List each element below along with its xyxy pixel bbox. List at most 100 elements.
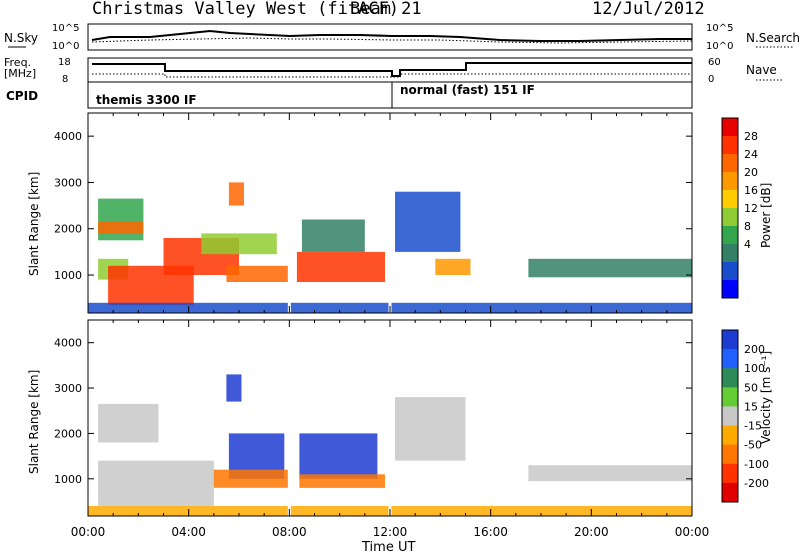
colorbar-tick-label: 16 [744, 184, 758, 197]
velocity-colorbar: 200 100 50 15 -15 -50 -100 -200 [721, 329, 769, 503]
colorbar-swatch [722, 118, 738, 137]
velocity-echo-region [395, 397, 466, 461]
x-tick-label: 08:00 [272, 525, 307, 539]
power-echo-region [228, 182, 244, 206]
colorbar-tick-label: 20 [744, 166, 758, 179]
colorbar-swatch [722, 387, 738, 407]
power-echo-region [98, 198, 144, 241]
date-label: 12/Jul/2012 [592, 0, 705, 19]
power-echo-region [98, 221, 144, 234]
x-tick-label: 12:00 [373, 525, 408, 539]
nsearch-label: N.Search [746, 31, 800, 45]
y-tick-label: 4000 [54, 130, 82, 143]
x-tick-label: 16:00 [473, 525, 508, 539]
colorbar-tick-label: 24 [744, 148, 758, 161]
colorbar-swatch [722, 482, 738, 503]
colorbar-tick-label: -15 [744, 420, 762, 433]
power-echo-region [301, 219, 365, 252]
nsky-line [91, 29, 692, 42]
colorbar-swatch [722, 154, 738, 173]
power-echo-region [528, 258, 692, 278]
power-echo-region [201, 233, 277, 255]
colorbar-tick-label: 8 [744, 220, 751, 233]
colorbar-swatch [722, 226, 738, 245]
noise-tick-high: 10^5 [52, 23, 79, 34]
colorbar-tick-label: 100 [744, 362, 765, 375]
xlabel: Time UT [361, 540, 415, 554]
noise-tick-high-right: 10^5 [706, 23, 733, 34]
colorbar-swatch [722, 262, 738, 281]
freq-unit-label: [MHz] [4, 67, 36, 80]
nave-label: Nave [746, 63, 777, 77]
colorbar-swatch [722, 172, 738, 191]
beam-label: Beam 21 [350, 0, 422, 19]
colorbar-swatch [722, 444, 738, 465]
x-tick-label: 04:00 [171, 525, 206, 539]
y-tick-label: 3000 [54, 176, 82, 189]
cpid-panel: CPID themis 3300 IF normal (fast) 151 IF [6, 81, 693, 109]
y-tick-label: 4000 [54, 337, 82, 350]
colorbar-swatch [722, 136, 738, 155]
colorbar-swatch [722, 406, 738, 427]
power-colorbar-label: Power [dB] [759, 183, 773, 248]
colorbar-tick-label: 28 [744, 130, 758, 143]
velocity-echo-region [213, 469, 290, 488]
freq-panel: Freq. [MHz] 18 8 60 0 Nave [4, 56, 784, 85]
station-title: Christmas Valley West (fitACF) [92, 0, 399, 19]
colorbar-swatch [722, 463, 738, 484]
cpid-name-1: themis 3300 IF [96, 93, 197, 107]
colorbar-swatch [722, 425, 738, 446]
nave-tick-high: 60 [708, 57, 721, 68]
velocity-echo-region [299, 474, 385, 488]
colorbar-frame [721, 117, 739, 299]
colorbar-swatch [722, 208, 738, 227]
freq-tick-high: 18 [58, 57, 71, 68]
colorbar-tick-label: 50 [744, 381, 758, 394]
y-tick-label: 2000 [54, 223, 82, 236]
freq-tick-low: 8 [62, 74, 68, 85]
colorbar-swatch [722, 330, 738, 350]
colorbar-tick-label: 15 [744, 400, 758, 413]
colorbar-tick-label: -50 [744, 439, 762, 452]
colorbar-swatch [722, 244, 738, 263]
noise-tick-low-right: 10^0 [706, 41, 733, 52]
colorbar-tick-label: 4 [744, 238, 751, 251]
y-tick-label: 1000 [54, 269, 82, 282]
colorbar-frame [721, 329, 739, 503]
velocity-echo-region [299, 433, 378, 479]
power-echo-region [435, 258, 471, 275]
velocity-echo-region [528, 465, 692, 482]
noise-panel: N.Sky 10^5 10^0 10^5 10^0 N.Search [4, 23, 800, 52]
power-panel: 1000 2000 3000 4000 [54, 112, 693, 314]
velocity-panel: 1000 2000 3000 4000 [54, 319, 693, 517]
noise-tick-low: 10^0 [52, 41, 79, 52]
nsky-label: N.Sky [4, 31, 38, 45]
ylabel-power: Slant Range [km] [27, 172, 41, 276]
ylabel-velocity: Slant Range [km] [27, 370, 41, 474]
x-tick-label: 00:00 [71, 525, 106, 539]
velocity-colorbar-label: Velocity [m s⁻¹] [759, 351, 773, 444]
colorbar-tick-label: 12 [744, 202, 758, 215]
power-echo-region [226, 265, 290, 282]
colorbar-swatch [722, 190, 738, 209]
x-tick-label: 00:00 [675, 525, 710, 539]
velocity-echo-region [98, 460, 214, 506]
colorbar-tick-label: -100 [744, 458, 769, 471]
nave-tick-low: 0 [708, 74, 714, 85]
power-echo-region [395, 191, 461, 252]
velocity-echo-region [226, 374, 242, 402]
freq-label: Freq. [4, 56, 31, 69]
x-tick-labels: 00:00 04:00 08:00 12:00 16:00 20:00 00:00 [71, 525, 710, 539]
power-echo-region [296, 251, 385, 282]
y-tick-label: 2000 [54, 427, 82, 440]
colorbar-tick-label: -200 [744, 477, 769, 490]
colorbar-swatch [722, 349, 738, 369]
y-tick-label: 1000 [54, 473, 82, 486]
colorbar-tick-label: 200 [744, 343, 765, 356]
cpid-name-2: normal (fast) 151 IF [400, 83, 535, 97]
freq-line [92, 62, 692, 77]
y-tick-label: 3000 [54, 382, 82, 395]
colorbar-swatch [722, 368, 738, 388]
velocity-echo-region [98, 403, 159, 443]
